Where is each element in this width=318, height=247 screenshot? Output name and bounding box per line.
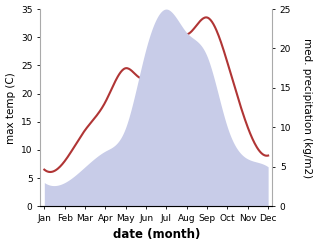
Y-axis label: max temp (C): max temp (C)	[5, 72, 16, 144]
Y-axis label: med. precipitation (kg/m2): med. precipitation (kg/m2)	[302, 38, 313, 178]
X-axis label: date (month): date (month)	[113, 228, 200, 242]
